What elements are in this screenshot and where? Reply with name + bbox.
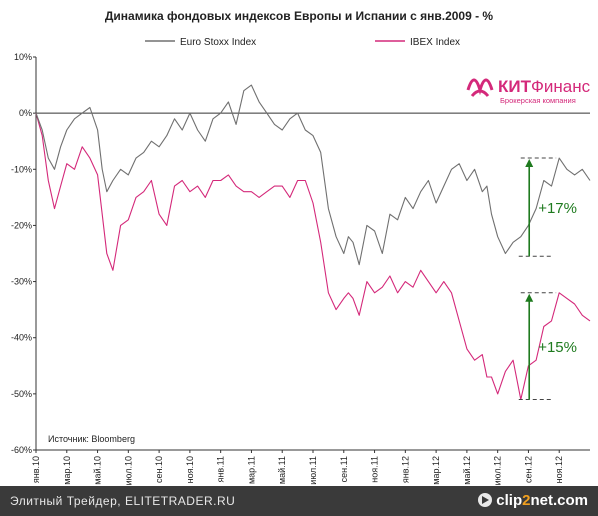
y-tick-label: -60% [11, 445, 32, 455]
legend: Euro Stoxx Index IBEX Index [145, 37, 460, 48]
x-tick-label: май.10 [93, 456, 103, 485]
series-line-ibex [35, 112, 591, 401]
x-tick-label: июл.10 [123, 456, 133, 485]
arrow-up-icon [525, 293, 534, 302]
y-tick-label: -20% [11, 220, 32, 230]
x-tick-label: мар.11 [246, 456, 256, 484]
play-icon [478, 493, 493, 507]
kitfinance-logo: КИТФинанс Брокерская компания [466, 77, 591, 105]
footer-text: Элитный Трейдер, ELITETRADER.RU [10, 494, 236, 508]
x-tick-label: сен.12 [523, 456, 533, 483]
footer-bar: Элитный Трейдер, ELITETRADER.RU clip2net… [0, 486, 598, 516]
x-tick-label: май.12 [462, 456, 472, 485]
x-tick-label: сен.11 [339, 456, 349, 482]
x-tick-label: ноя.11 [370, 456, 380, 483]
y-tick-label: -50% [11, 389, 32, 399]
y-tick-label: -30% [11, 277, 32, 287]
y-tick-label: 10% [14, 52, 32, 62]
logo-mark-icon [466, 78, 494, 97]
x-tick-label: июл.11 [308, 456, 318, 485]
y-tick-label: -10% [11, 164, 32, 174]
x-tick-label: янв.10 [31, 456, 41, 483]
annotation-label: +15% [538, 339, 577, 356]
legend-label-euro-stoxx: Euro Stoxx Index [180, 37, 256, 48]
x-tick-label: май.11 [277, 456, 287, 484]
x-tick-label: мар.12 [431, 456, 441, 485]
chart-area: Динамика фондовых индексов Европы и Испа… [11, 9, 591, 485]
x-tick-label: янв.12 [400, 456, 410, 483]
arrow-up-icon [525, 159, 534, 168]
x-tick-label: июл.12 [493, 456, 503, 485]
x-tick-label: янв.11 [216, 456, 226, 482]
clip2net-logo[interactable]: clip2net.com [478, 492, 588, 509]
annotation-label: +17% [538, 200, 577, 217]
x-tick-label: ноя.10 [185, 456, 195, 483]
series-layer [35, 84, 591, 401]
x-tick-label: сен.10 [154, 456, 164, 483]
legend-label-ibex: IBEX Index [410, 37, 460, 48]
y-tick-label: -40% [11, 333, 32, 343]
annotations: +17% +15% [518, 157, 577, 400]
x-tick-label: мар.10 [62, 456, 72, 485]
series-line-euro-stoxx [35, 84, 591, 266]
logo-subtitle: Брокерская компания [500, 96, 576, 105]
y-tick-label: 0% [19, 108, 32, 118]
axes: 10% 0% -10% -20% -30% -40% -50% -60%янв.10 мар.1… [11, 52, 590, 485]
logo-name: КИТФинанс [498, 77, 591, 96]
chart-title: Динамика фондовых индексов Европы и Испа… [105, 9, 494, 23]
x-tick-label: ноя.12 [554, 456, 564, 483]
source-note: Источник: Bloomberg [48, 434, 135, 444]
line-chart: Динамика фондовых индексов Европы и Испа… [11, 9, 591, 485]
